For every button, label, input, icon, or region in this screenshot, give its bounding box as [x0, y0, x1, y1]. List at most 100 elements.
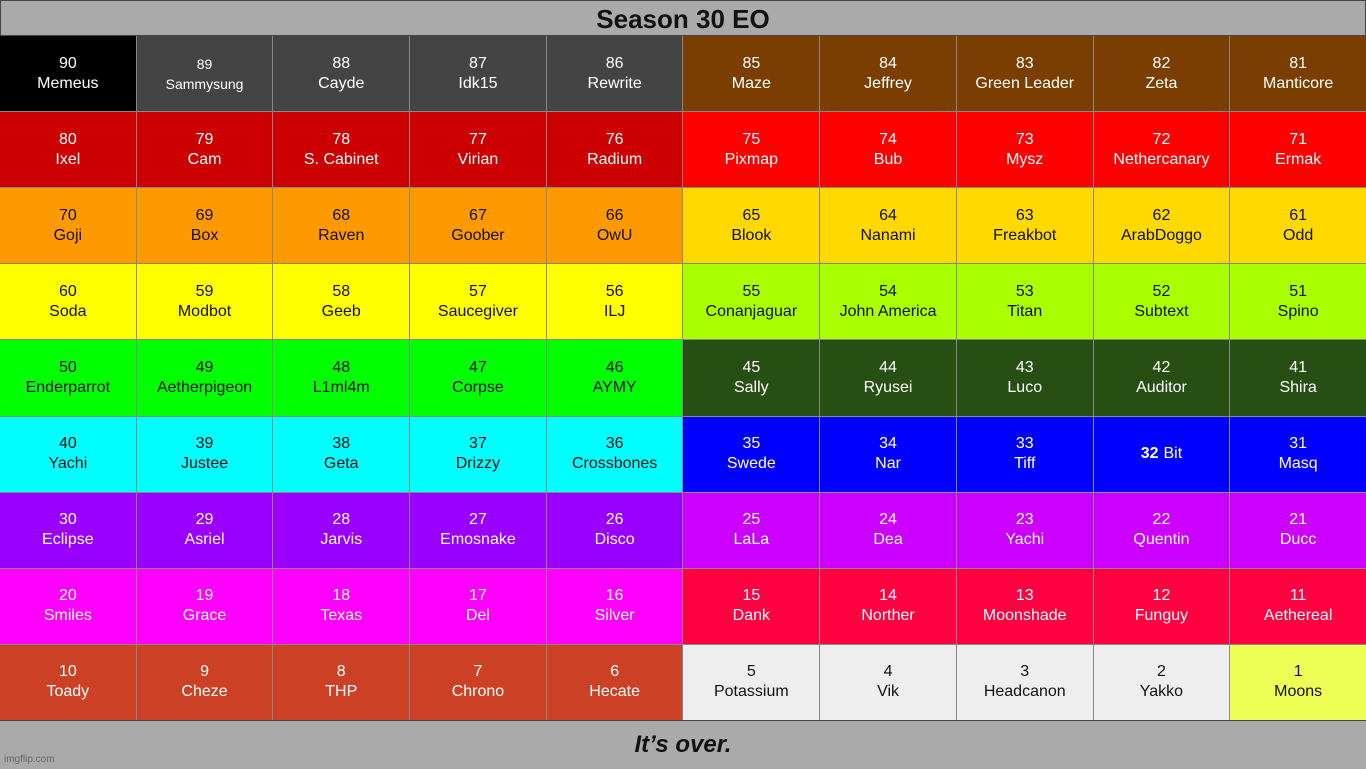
name: Shira [1279, 378, 1317, 396]
rank: 86 [605, 54, 624, 72]
name: Headcanon [983, 683, 1066, 701]
name: Yachi [48, 455, 88, 473]
rank: 31 [1289, 435, 1308, 453]
rank: 74 [879, 130, 897, 148]
name: Dea [873, 531, 903, 549]
rank: 4 [883, 663, 893, 681]
rank: 40 [58, 435, 77, 453]
name: Saucegiver [437, 302, 518, 320]
name: Geeb [321, 302, 361, 320]
rank: 2 [1156, 663, 1166, 681]
rank: 53 [1015, 282, 1034, 300]
rank: 38 [332, 435, 351, 453]
cell: 10 Toady [0, 644, 136, 720]
cell: 4 Vik [820, 644, 956, 720]
rank: 72 [1152, 130, 1171, 148]
cell: 20 Smiles [0, 568, 136, 644]
name: Titan [1007, 302, 1043, 320]
rank: 39 [195, 435, 214, 453]
cell: 66 OwU [546, 188, 683, 264]
name: Radium [587, 150, 643, 168]
name: Nanami [860, 226, 916, 244]
name: Cheze [181, 683, 228, 701]
name: Nar [875, 455, 901, 473]
name: Cayde [318, 74, 365, 92]
name: Ixel [55, 150, 81, 168]
name: Zeta [1145, 74, 1178, 92]
rank: 17 [469, 587, 487, 605]
name: John America [839, 302, 937, 320]
rank: 61 [1289, 206, 1308, 224]
cell: 18 Texas [273, 568, 410, 644]
name: OwU [596, 226, 633, 244]
rank: 70 [58, 206, 77, 224]
name: Conanjaguar [705, 302, 798, 320]
cell: 68 Raven [273, 188, 410, 264]
cell: 24 Dea [820, 492, 956, 568]
cell: 33 Tiff [956, 416, 1093, 492]
cell: 54 John America [820, 264, 956, 340]
rank: 44 [879, 358, 897, 376]
name: S. Cabinet [303, 150, 379, 168]
name: Bit [1163, 445, 1183, 463]
rank: 18 [332, 587, 351, 605]
cell: 47 Corpse [410, 340, 546, 416]
cell: 77 Virian [410, 112, 546, 188]
cell: 73 Mysz [956, 112, 1093, 188]
name: Vik [877, 683, 899, 701]
rank: 16 [605, 587, 624, 605]
cell: 56 ILJ [546, 264, 683, 340]
name: Mysz [1006, 150, 1044, 168]
cell: 39 Justee [136, 416, 273, 492]
cell: 27 Emosnake [410, 492, 546, 568]
name: Swede [726, 455, 776, 473]
rank: 9 [200, 663, 209, 681]
cell: 88 Cayde [273, 36, 410, 112]
cell: 12 Funguy [1093, 568, 1230, 644]
cell: 65 Blook [683, 188, 820, 264]
name: Chrono [451, 683, 505, 701]
name: Aethereal [1263, 607, 1333, 625]
cell: 57 Saucegiver [410, 264, 546, 340]
cell: 82 Zeta [1093, 36, 1230, 112]
name: Maze [731, 74, 771, 92]
rank: 42 [1152, 358, 1171, 376]
rank: 8 [336, 663, 346, 681]
rank: 57 [469, 282, 487, 300]
rank: 79 [195, 130, 214, 148]
rank: 23 [1015, 511, 1034, 529]
cell: 70 Goji [0, 188, 136, 264]
rank: 81 [1289, 54, 1308, 72]
cell: 7 Chrono [410, 644, 546, 720]
rank: 62 [1152, 206, 1171, 224]
rank: 12 [1152, 587, 1171, 605]
rank: 33 [1015, 435, 1034, 453]
name: Justee [180, 455, 229, 473]
cell: 34 Nar [820, 416, 956, 492]
cell: 64 Nanami [820, 188, 956, 264]
cell: 61 Odd [1230, 188, 1366, 264]
name: Eclipse [42, 531, 94, 549]
rank: 80 [58, 130, 77, 148]
rank: 73 [1015, 130, 1034, 148]
footer: It’s over. [0, 720, 1366, 769]
name: Jarvis [320, 531, 363, 549]
name: Soda [49, 302, 87, 320]
cell: 14 Norther [820, 568, 956, 644]
name: Pixmap [724, 150, 779, 168]
rank: 45 [742, 358, 761, 376]
rank: 34 [879, 435, 897, 453]
rank: 68 [332, 206, 351, 224]
rank: 69 [195, 206, 214, 224]
rank: 7 [473, 663, 483, 681]
cell: 67 Goober [410, 188, 546, 264]
name: Crossbones [571, 455, 658, 473]
rank: 22 [1152, 511, 1171, 529]
name: Potassium [713, 683, 789, 701]
rank: 14 [879, 587, 897, 605]
cell: 11 Aethereal [1230, 568, 1366, 644]
cell: 45 Sally [683, 340, 820, 416]
name: Smiles [43, 607, 92, 625]
rank: 46 [605, 358, 624, 376]
